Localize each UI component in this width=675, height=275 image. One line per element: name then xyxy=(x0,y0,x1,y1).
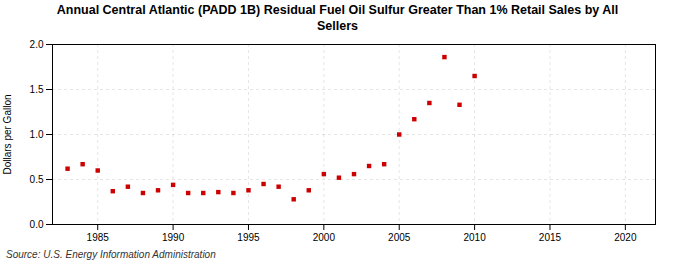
svg-text:1.5: 1.5 xyxy=(30,84,44,95)
svg-text:1990: 1990 xyxy=(162,232,185,243)
svg-text:2005: 2005 xyxy=(388,232,411,243)
svg-text:2020: 2020 xyxy=(614,232,637,243)
svg-text:2010: 2010 xyxy=(463,232,486,243)
svg-text:Dollars per Gallon: Dollars per Gallon xyxy=(2,95,13,175)
html-text:Annual Central Atlantic (PADD: Annual Central Atlantic (PADD 1B) Residu… xyxy=(56,3,619,33)
html-text:Source: U.S. Energy Informatio: Source: U.S. Energy Information Administ… xyxy=(6,249,216,261)
svg-text:1995: 1995 xyxy=(237,232,260,243)
svg-text:0.0: 0.0 xyxy=(30,219,44,230)
svg-text:1.0: 1.0 xyxy=(30,129,44,140)
svg-text:2015: 2015 xyxy=(539,232,562,243)
svg-text:1985: 1985 xyxy=(87,232,110,243)
svg-text:2000: 2000 xyxy=(313,232,336,243)
svg-text:2.0: 2.0 xyxy=(30,39,44,50)
svg-text:0.5: 0.5 xyxy=(30,174,44,185)
